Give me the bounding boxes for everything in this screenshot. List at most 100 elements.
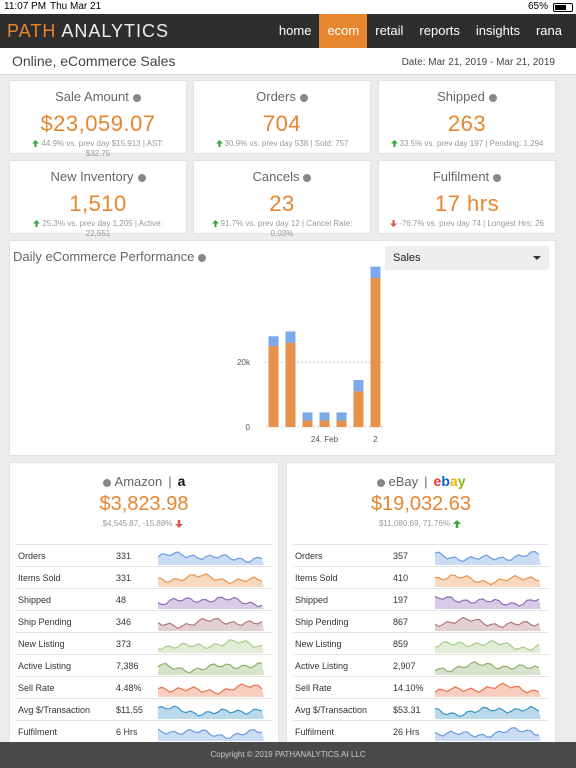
chart-title: Daily eCommerce Performance: [13, 249, 195, 264]
trend-arrow: [390, 140, 398, 148]
nav-item[interactable]: insights: [475, 23, 520, 38]
info-icon: [299, 93, 308, 102]
metric-value: 331: [116, 573, 132, 583]
metric-row: Sell Rate 14.10%: [293, 676, 549, 699]
metric-value: 48: [116, 595, 127, 605]
sparkline-area: [158, 597, 264, 609]
sparkline: [435, 661, 541, 675]
date-range[interactable]: Date: Mar 21, 2019 - Mar 21, 2019: [401, 57, 555, 68]
nav-item[interactable]: reports: [419, 23, 460, 38]
metric-row: Items Sold 410: [293, 566, 549, 589]
metric-dropdown[interactable]: Sales: [385, 246, 549, 270]
kpi-title: New Inventory: [50, 169, 134, 184]
logo[interactable]: PATH ANALYTICS: [7, 21, 169, 42]
logo-letter: b: [441, 473, 450, 489]
trend-arrow: [453, 519, 462, 528]
metric-label: Shipped: [18, 595, 52, 605]
metric-value: $53.31: [393, 705, 421, 715]
metric-label: Orders: [18, 551, 46, 561]
info-icon: [137, 173, 146, 182]
bar-segment: [285, 342, 296, 427]
nav-item[interactable]: ecom: [319, 14, 368, 48]
marketplace-panel: Amazon | a $3,823.98 $4,545.87, -15.88% Order…: [9, 462, 279, 742]
info-icon: [376, 478, 385, 487]
metric-label: Ship Pending: [295, 617, 349, 627]
metric-value: 357: [393, 551, 409, 561]
info-icon: [303, 173, 312, 182]
sparkline: [158, 728, 264, 741]
arrow-shape: [453, 519, 462, 528]
metric-row: New Listing 373: [16, 632, 272, 655]
metric-value: $11.55: [116, 705, 143, 715]
sparkline-area: [158, 573, 264, 587]
status-bar: 11:07 PM Thu Mar 21 65%: [0, 0, 576, 14]
kpi-detail: 44.9% vs. prev day $15,913 | AST: $32.75: [41, 139, 164, 158]
kpi-detail-wrap: 33.5% vs. prev day 197 | Pending: 1,294: [389, 139, 545, 149]
logo-text: ANALYTICS: [61, 21, 170, 41]
sparkline-area: [158, 663, 264, 675]
arrow-shape: [211, 220, 219, 228]
metric-row: Avg $/Transaction $11.55: [16, 698, 272, 721]
x-tick-label: 24. Feb: [311, 435, 339, 444]
metric-value: 6 Hrs: [116, 727, 138, 737]
kpi-detail: 33.5% vs. prev day 197 | Pending: 1,294: [399, 139, 544, 148]
sparkline-line: [435, 574, 540, 586]
kpi-detail-wrap: 91.7% vs. prev day 12 | Cancel Rate: 0.0…: [204, 219, 360, 239]
metric-row: Items Sold 331: [16, 566, 272, 589]
sparkline-area: [435, 683, 541, 697]
chart-title-wrap: Daily eCommerce Performance: [13, 249, 207, 264]
sparkline: [158, 551, 264, 565]
kpi-card: Cancels 23 91.7% vs. prev day 12 | Cancel …: [193, 160, 371, 238]
nav-item[interactable]: rana: [535, 23, 562, 38]
sparkline: [158, 639, 264, 653]
bar-segment: [353, 380, 364, 392]
sparkline: [158, 596, 264, 609]
kpi-card: Fulfilment 17 hrs -76.7% vs. prev day 74 |…: [378, 160, 556, 234]
page-title: Online, eCommerce Sales: [12, 53, 176, 69]
kpi-title: Sale Amount: [55, 89, 129, 104]
kpi-card: Shipped 263 33.5% vs. prev day 197 | Pendi…: [378, 80, 556, 154]
chart-panel: Daily eCommerce Performance Sales 0 20k 24…: [9, 240, 556, 456]
sparkline-area: [435, 661, 541, 675]
sparkline-area: [158, 551, 264, 565]
bar-segment: [319, 412, 330, 421]
sparkline-area: [435, 727, 541, 741]
chart: 0 20k 24. Feb 2: [237, 266, 384, 444]
metric-value: 7,386: [116, 661, 139, 671]
metric-row: Avg $/Transaction $53.31: [293, 698, 549, 721]
sparkline: [435, 705, 541, 719]
bar-segment: [268, 336, 279, 346]
arrow-shape: [390, 220, 398, 228]
nav-item[interactable]: retail: [375, 23, 404, 38]
kpi-detail-wrap: 30.9% vs. prev day 538 | Sold: 757: [204, 139, 360, 149]
marketplace-header: eBay | ebay: [287, 473, 555, 489]
metric-label: Sell Rate: [18, 683, 55, 693]
sparkline-area: [435, 596, 541, 609]
sparkline: [435, 574, 541, 587]
marketplace-total: $3,823.98: [99, 493, 189, 515]
sparkline-line: [435, 616, 540, 628]
metric-label: Sell Rate: [295, 683, 332, 693]
trend-arrow: [211, 220, 219, 228]
sparkline-line: [435, 661, 540, 673]
nav-bar: PATH ANALYTICS home ecom retail reports insi…: [0, 14, 576, 48]
metric-label: Items Sold: [295, 573, 338, 583]
battery-icon: [553, 3, 573, 12]
nav-item[interactable]: home: [278, 23, 312, 38]
metric-row: Ship Pending 867: [293, 610, 549, 633]
kpi-title: Shipped: [437, 89, 485, 104]
marketplace-header: Amazon | a: [10, 473, 278, 489]
bar-segment: [370, 266, 381, 278]
marketplace-total: $19,032.63: [370, 493, 472, 515]
metric-value: 4.48%: [116, 683, 142, 693]
sparkline: [158, 662, 264, 675]
metric-value: 26 Hrs: [393, 727, 420, 737]
sparkline: [158, 705, 264, 719]
metric-row: Active Listing 2,907: [293, 654, 549, 677]
sparkline-line: [158, 728, 263, 739]
separator: |: [168, 474, 172, 489]
arrow-shape: [215, 140, 223, 148]
comparison: $4,545.87, -15.88%: [102, 519, 173, 528]
kpi-title-wrap: New Inventory: [10, 169, 186, 184]
